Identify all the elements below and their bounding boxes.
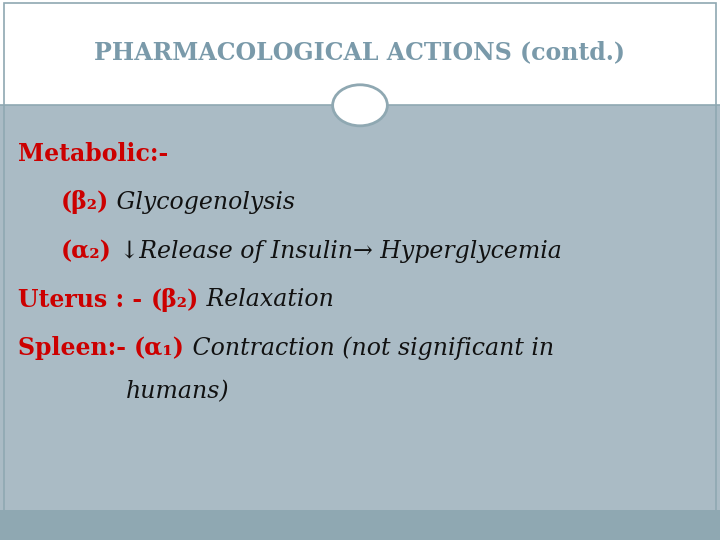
Text: humans): humans) — [126, 380, 230, 403]
Text: Metabolic:-: Metabolic:- — [18, 142, 168, 166]
FancyBboxPatch shape — [0, 105, 720, 510]
Text: PHARMACOLOGICAL ACTIONS (contd.): PHARMACOLOGICAL ACTIONS (contd.) — [94, 40, 626, 65]
Text: (β₂): (β₂) — [61, 191, 109, 214]
FancyBboxPatch shape — [0, 0, 720, 105]
Text: (β₂): (β₂) — [150, 288, 199, 312]
Circle shape — [333, 85, 387, 126]
Text: (α₂): (α₂) — [61, 239, 112, 263]
Text: Relaxation: Relaxation — [199, 288, 333, 311]
Text: Glycogenolysis: Glycogenolysis — [109, 191, 295, 214]
Text: Spleen:-: Spleen:- — [18, 336, 134, 360]
Text: ↓Release of Insulin→ Hyperglycemia: ↓Release of Insulin→ Hyperglycemia — [112, 240, 562, 262]
Text: (α₁): (α₁) — [134, 336, 185, 360]
Text: Uterus : -: Uterus : - — [18, 288, 150, 312]
FancyBboxPatch shape — [0, 510, 720, 540]
Text: Contraction (not significant in: Contraction (not significant in — [185, 336, 554, 360]
